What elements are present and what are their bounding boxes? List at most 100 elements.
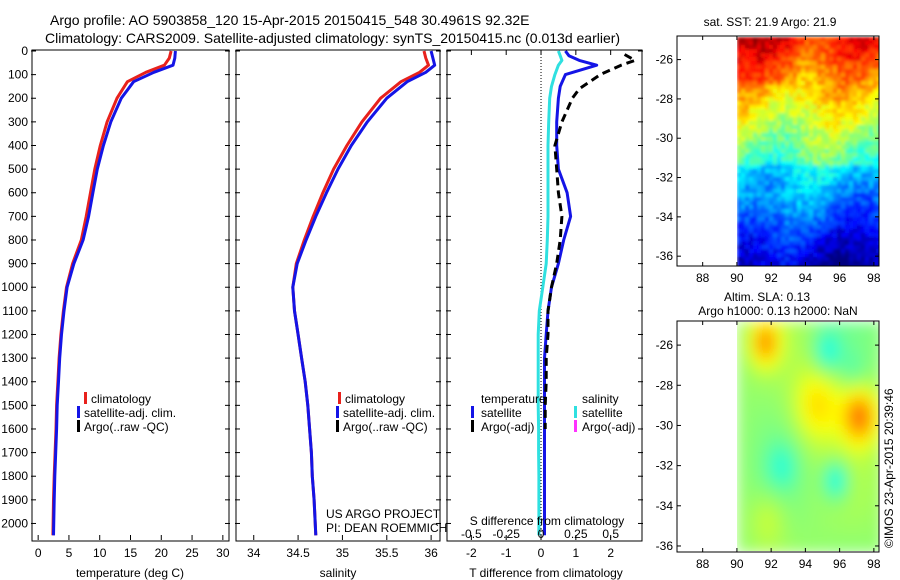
heat-cell — [749, 145, 754, 150]
heat-cell — [797, 362, 803, 368]
heat-cell — [802, 482, 808, 488]
heat-cell — [805, 73, 810, 78]
heat-cell — [792, 532, 798, 538]
heat-cell — [802, 367, 808, 373]
heat-cell — [765, 145, 770, 150]
heat-cell — [805, 193, 810, 198]
heat-cell — [749, 53, 754, 58]
heat-cell — [829, 197, 834, 202]
heat-cell — [767, 467, 773, 473]
heat-cell — [785, 61, 790, 66]
heat-cell — [773, 253, 778, 258]
heat-cell — [789, 41, 794, 46]
legend-swatch-satellite — [336, 406, 339, 418]
heat-cell — [737, 447, 743, 453]
heat-cell — [781, 133, 786, 138]
x-tick-label: 20 — [155, 546, 169, 560]
heat-cell — [825, 69, 830, 74]
heat-cell — [753, 93, 758, 98]
heat-cell — [832, 367, 838, 373]
heat-cell — [821, 125, 826, 130]
heat-cell — [801, 161, 806, 166]
heat-cell — [829, 221, 834, 226]
heat-cell — [737, 173, 742, 178]
y-tick-label: 1600 — [1, 422, 28, 436]
heat-cell — [862, 417, 868, 423]
heat-cell — [817, 45, 822, 50]
heat-cell — [812, 357, 818, 363]
heat-cell — [745, 105, 750, 110]
heat-cell — [769, 169, 774, 174]
heat-cell — [837, 81, 842, 86]
heat-cell — [785, 245, 790, 250]
heat-cell — [773, 165, 778, 170]
heat-cell — [837, 352, 843, 358]
heat-cell — [741, 69, 746, 74]
heat-cell — [833, 69, 838, 74]
heat-cell — [793, 93, 798, 98]
heat-cell — [781, 77, 786, 82]
heat-cell — [822, 532, 828, 538]
heat-cell — [752, 387, 758, 393]
heat-cell — [849, 89, 854, 94]
heat-cell — [832, 382, 838, 388]
heat-cell — [789, 57, 794, 62]
heat-cell — [837, 117, 842, 122]
heat-cell — [737, 347, 743, 353]
heat-cell — [827, 537, 833, 543]
heat-cell — [877, 65, 879, 70]
heat-cell — [762, 542, 768, 548]
salinity-panel: 34 34.5 35 35.5 36 salinity climatology sate… — [235, 49, 447, 580]
heat-cell — [737, 65, 742, 70]
heat-cell — [757, 225, 762, 230]
heat-cell — [741, 221, 746, 226]
heat-cell — [852, 422, 858, 428]
heat-cell — [762, 437, 768, 443]
heat-cell — [861, 161, 866, 166]
heat-cell — [817, 225, 822, 230]
heat-cell — [853, 157, 858, 162]
heat-cell — [807, 417, 813, 423]
heat-cell — [757, 89, 762, 94]
heat-cell — [857, 417, 863, 423]
heat-cell — [797, 121, 802, 126]
heat-cell — [752, 422, 758, 428]
heat-cell — [753, 77, 758, 82]
y-tick-label: 0 — [21, 44, 28, 58]
heat-cell — [747, 387, 753, 393]
heat-cell — [877, 472, 879, 478]
heat-cell — [825, 65, 830, 70]
heat-cell — [832, 407, 838, 413]
heat-cell — [767, 517, 773, 523]
heat-cell — [737, 502, 743, 508]
heat-cell — [877, 522, 879, 528]
heat-cell — [865, 201, 870, 206]
heat-cell — [787, 377, 793, 383]
heat-cell — [793, 157, 798, 162]
heat-cell — [769, 189, 774, 194]
heat-cell — [802, 462, 808, 468]
heat-cell — [842, 442, 848, 448]
heat-cell — [807, 517, 813, 523]
heat-cell — [792, 382, 798, 388]
heat-cell — [825, 137, 830, 142]
heat-cell — [841, 113, 846, 118]
heat-cell — [813, 129, 818, 134]
heat-cell — [817, 93, 822, 98]
heat-cell — [873, 61, 878, 66]
heat-cell — [841, 97, 846, 102]
heat-cell — [797, 69, 802, 74]
heat-cell — [825, 173, 830, 178]
heat-cell — [753, 161, 758, 166]
heat-cell — [773, 81, 778, 86]
heat-cell — [777, 173, 782, 178]
heat-cell — [772, 332, 778, 338]
heat-cell — [817, 452, 823, 458]
heat-cell — [737, 73, 742, 78]
heat-cell — [821, 177, 826, 182]
heat-cell — [822, 482, 828, 488]
heat-cell — [802, 522, 808, 528]
heat-cell — [777, 447, 783, 453]
heat-cell — [787, 397, 793, 403]
heat-cell — [781, 129, 786, 134]
